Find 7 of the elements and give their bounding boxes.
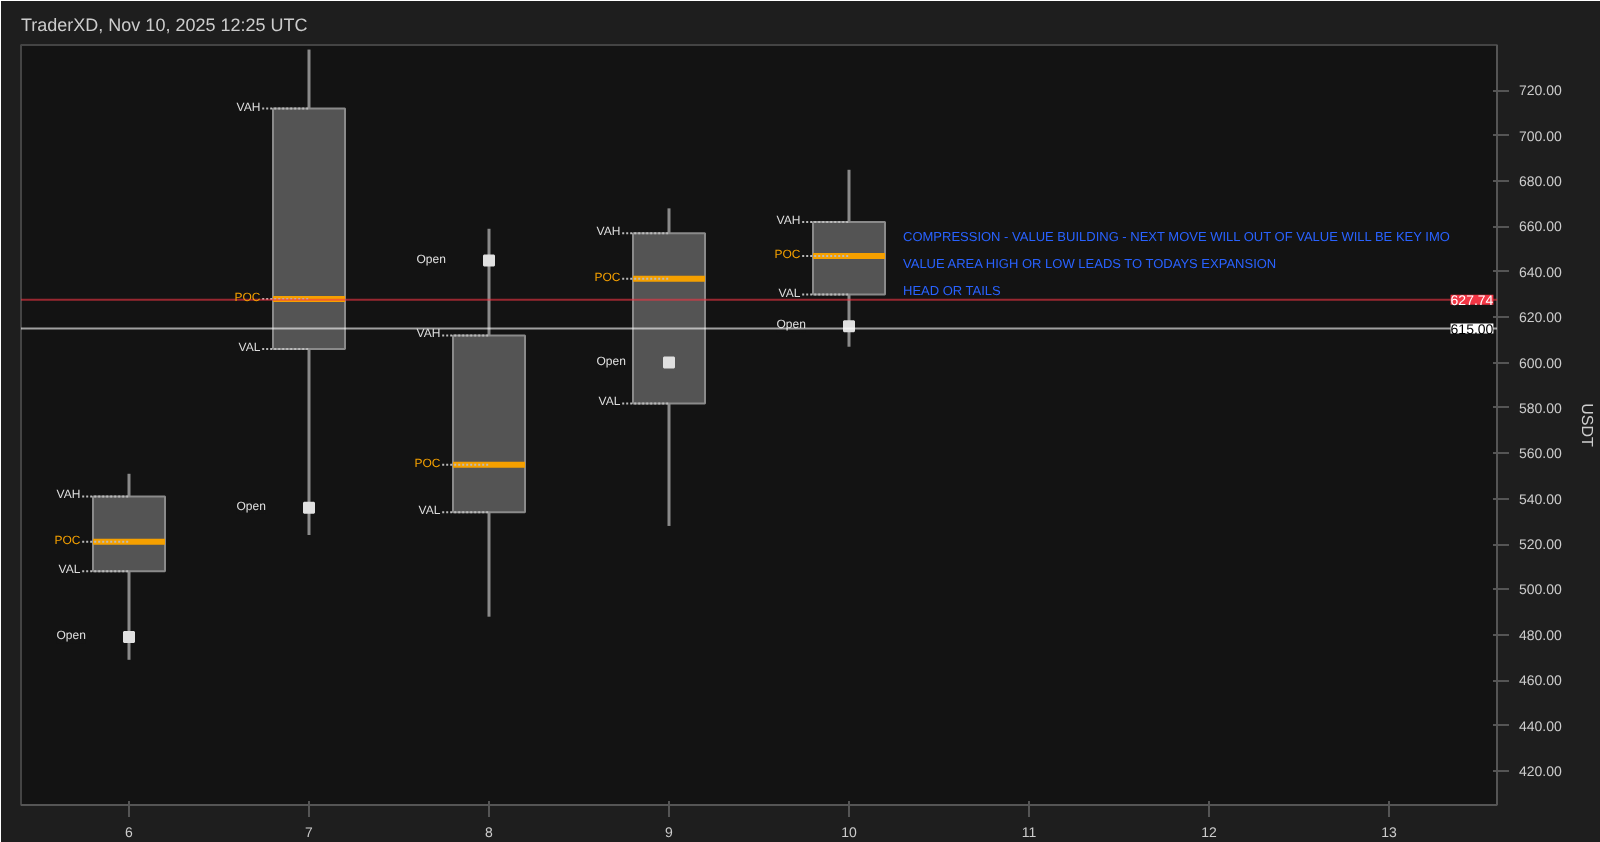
point <box>123 631 135 644</box>
point <box>663 356 675 369</box>
chart-title: TraderXD, Nov 10, 2025 12:25 UTC <box>21 15 309 35</box>
point <box>483 254 495 267</box>
point <box>843 320 855 333</box>
point <box>303 501 315 514</box>
y-axis-title: USDT <box>1577 403 1596 447</box>
